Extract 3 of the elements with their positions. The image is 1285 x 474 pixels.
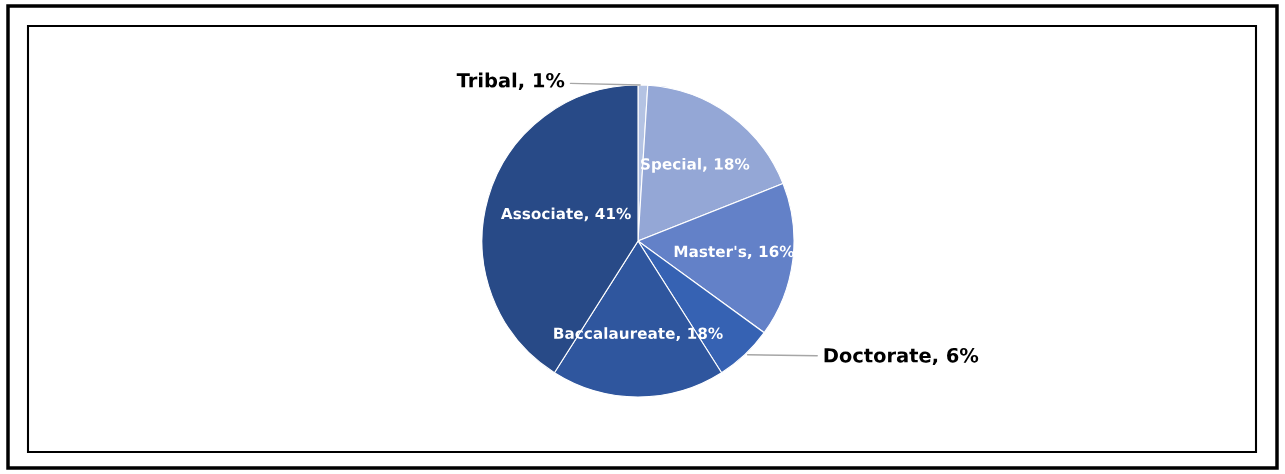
slice-label: Doctorate, 6% — [824, 347, 979, 366]
slice-label: Associate, 41% — [500, 207, 631, 222]
slice-label: Tribal, 1% — [456, 72, 565, 91]
